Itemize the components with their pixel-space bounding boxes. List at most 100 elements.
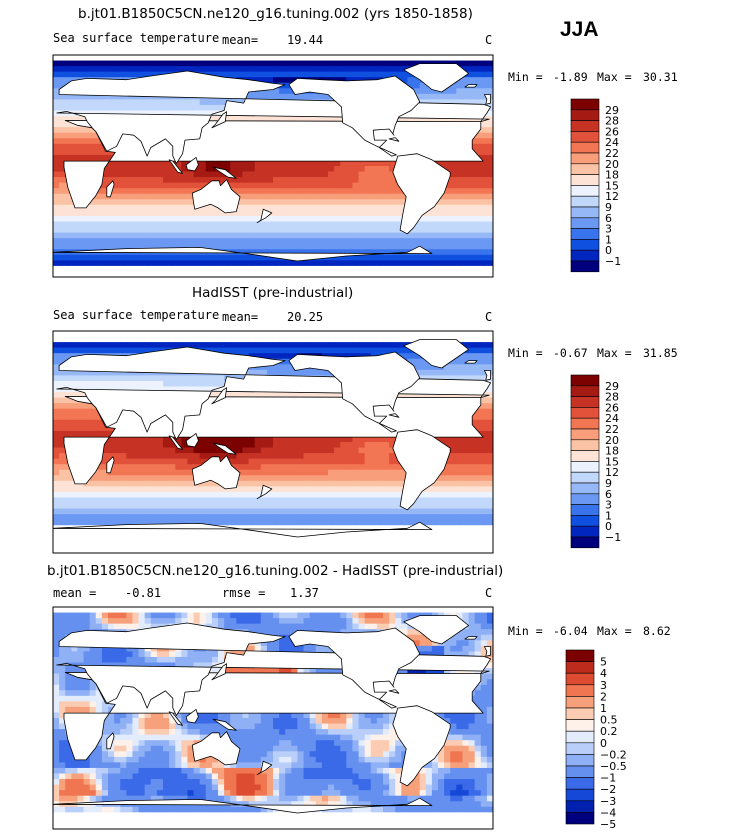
field-cell: [438, 93, 445, 100]
field-cell: [425, 364, 433, 371]
field-cell: [230, 254, 237, 261]
field-cell: [389, 171, 396, 178]
field-cell: [242, 392, 250, 399]
field-cell: [425, 254, 433, 261]
field-cell: [65, 392, 72, 399]
field-cell: [395, 271, 402, 277]
field-cell: [230, 271, 237, 277]
field-cell: [242, 66, 250, 73]
field-cell: [389, 210, 396, 217]
field-cell: [474, 342, 482, 349]
field-cell: [358, 458, 366, 465]
field-cell: [486, 425, 493, 432]
field-cell: [334, 486, 341, 493]
field-cell: [401, 243, 409, 250]
field-cell: [120, 227, 127, 234]
field-cell: [59, 386, 66, 393]
field-cell: [230, 66, 237, 73]
field-cell: [303, 475, 311, 482]
field-cell: [462, 77, 470, 84]
field-cell: [358, 160, 366, 167]
field-cell: [65, 403, 72, 410]
field-cell: [59, 254, 66, 261]
field-cell: [480, 408, 488, 415]
field-cell: [132, 458, 140, 465]
field-cell: [486, 331, 493, 338]
field-cell: [480, 227, 488, 234]
field-cell: [144, 199, 152, 206]
field-cell: [297, 243, 305, 250]
field-cell: [101, 331, 109, 338]
field-cell: [340, 55, 347, 62]
field-cell: [315, 271, 323, 277]
field-cell: [474, 82, 482, 89]
field-cell: [389, 204, 396, 211]
field-cell: [346, 199, 354, 206]
field-cell: [334, 55, 341, 62]
field-cell: [77, 99, 85, 106]
field-cell: [273, 210, 280, 217]
field-cell: [211, 260, 219, 267]
field-cell: [53, 364, 60, 371]
field-cell: [218, 331, 225, 338]
field-cell: [175, 110, 182, 117]
field-cell: [169, 204, 176, 211]
field-cell: [59, 380, 66, 388]
field-cell: [95, 71, 103, 78]
field-cell: [132, 55, 140, 62]
field-cell: [383, 254, 390, 261]
field-cell: [132, 486, 140, 493]
field-cell: [53, 88, 60, 95]
field-cell: [205, 99, 213, 106]
field-cell: [370, 171, 378, 178]
field-cell: [199, 386, 207, 393]
field-cell: [211, 238, 219, 245]
field-cell: [236, 458, 244, 465]
field-cell: [346, 436, 354, 443]
field-cell: [383, 249, 390, 256]
field-cell: [486, 254, 493, 261]
field-cell: [279, 160, 286, 167]
field-cell: [334, 469, 341, 476]
field-cell: [303, 60, 311, 67]
field-cell: [248, 260, 256, 267]
field-cell: [108, 453, 115, 460]
field-cell: [108, 215, 115, 223]
field-cell: [108, 475, 115, 482]
field-cell: [291, 480, 299, 487]
field-cell: [181, 104, 189, 112]
field-cell: [254, 347, 262, 354]
field-cell: [395, 243, 402, 250]
field-cell: [395, 249, 402, 256]
field-cell: [407, 55, 415, 62]
field-cell: [254, 342, 262, 349]
field-cell: [181, 260, 189, 267]
field-cell: [181, 110, 189, 117]
field-cell: [95, 55, 103, 62]
field-cell: [334, 66, 341, 73]
field-cell: [181, 221, 189, 228]
field-cell: [315, 480, 323, 487]
field-cell: [71, 336, 79, 343]
field-cell: [163, 193, 170, 200]
field-cell: [181, 177, 189, 184]
field-cell: [187, 480, 195, 487]
field-cell: [401, 260, 409, 267]
field-cell: [65, 66, 72, 73]
field-cell: [303, 436, 311, 443]
field-cell: [53, 442, 60, 449]
field-cell: [334, 232, 341, 239]
field-cell: [236, 254, 244, 261]
field-cell: [462, 464, 470, 471]
field-cell: [468, 77, 476, 84]
field-cell: [383, 204, 390, 211]
field-cell: [211, 232, 219, 239]
field-cell: [89, 55, 97, 62]
field-cell: [150, 436, 158, 443]
field-cell: [181, 469, 189, 476]
field-cell: [248, 232, 256, 239]
field-cell: [370, 188, 378, 195]
field-cell: [291, 199, 299, 206]
field-cell: [266, 227, 274, 234]
field-cell: [450, 358, 457, 365]
